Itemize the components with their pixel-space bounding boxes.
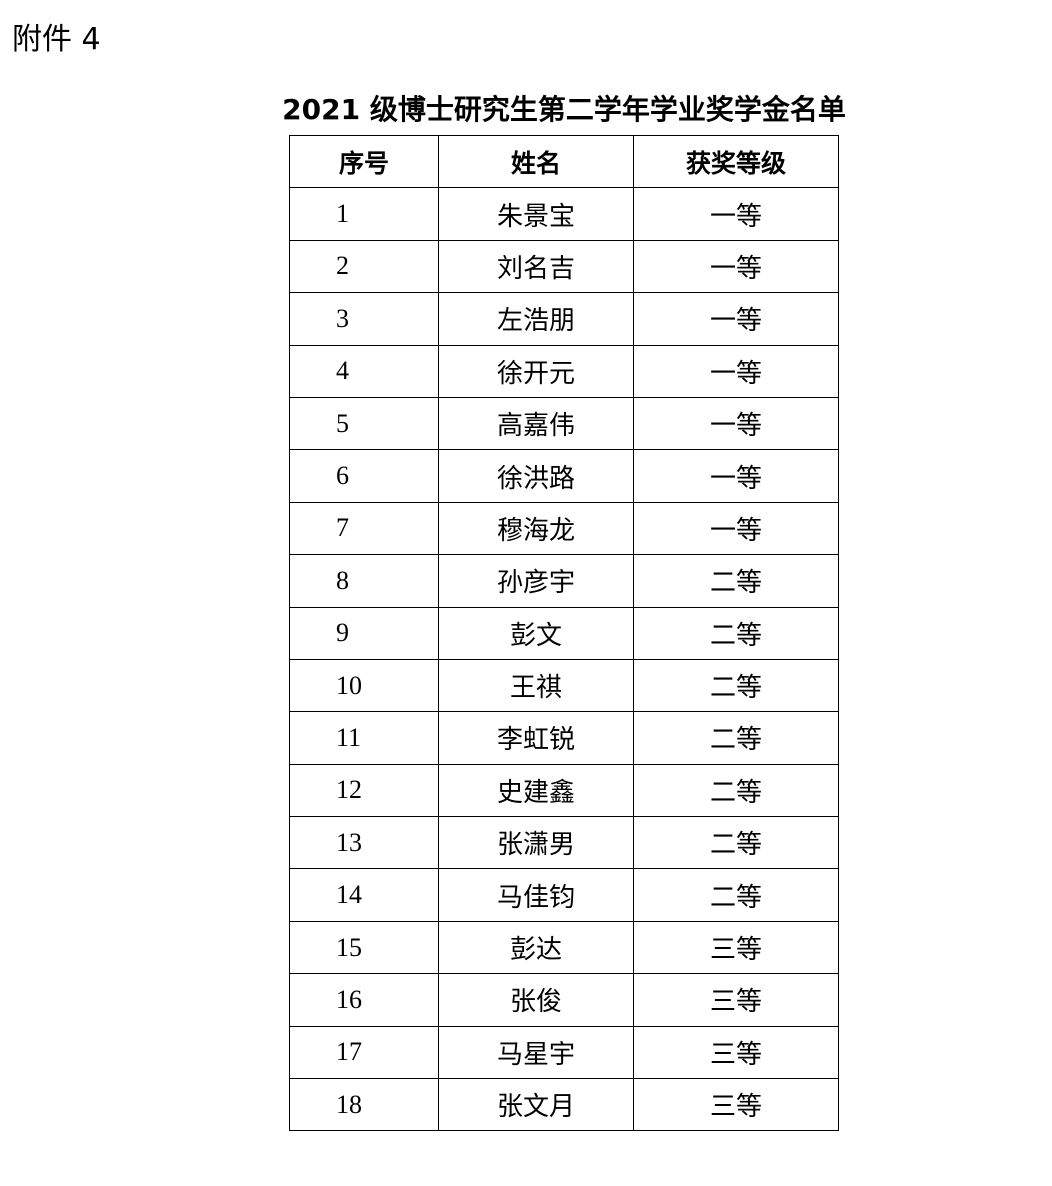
cell-index: 4 bbox=[289, 344, 439, 398]
attachment-label: 附件 4 bbox=[12, 22, 101, 57]
cell-index: 14 bbox=[289, 868, 439, 922]
table-row: 1 朱景宝 一等 bbox=[289, 187, 839, 241]
table-header-row: 序号 姓名 获奖等级 bbox=[289, 134, 839, 189]
cell-name: 徐洪路 bbox=[438, 449, 634, 503]
cell-name: 张俊 bbox=[438, 973, 634, 1027]
cell-index: 18 bbox=[289, 1078, 439, 1132]
cell-index: 15 bbox=[289, 920, 439, 975]
cell-index: 10 bbox=[289, 658, 439, 713]
cell-level: 二等 bbox=[633, 763, 839, 818]
scholarship-table: 序号 姓名 获奖等级 1 朱景宝 一等 2 刘名吉 一等 3 左浩朋 一等 4 徐开元 一等 5 高嘉伟一… bbox=[289, 134, 839, 1132]
cell-name: 朱景宝 bbox=[438, 187, 634, 241]
header-level: 获奖等级 bbox=[633, 134, 839, 189]
table-row: 17 马星宇 三等 bbox=[289, 1025, 839, 1080]
cell-level: 一等 bbox=[633, 396, 839, 451]
cell-name: 王祺 bbox=[438, 658, 634, 713]
cell-name: 徐开元 bbox=[438, 344, 634, 398]
table-row: 5 高嘉伟 一等 bbox=[289, 396, 839, 451]
cell-level: 一等 bbox=[633, 501, 839, 556]
page-title: 2021 级博士研究生第二学年学业奖学金名单 bbox=[282, 93, 846, 126]
cell-index: 6 bbox=[289, 449, 439, 503]
table-row: 12 史建鑫 二等 bbox=[289, 763, 839, 818]
table-row: 3 左浩朋 一等 bbox=[289, 292, 839, 346]
table-row: 15 彭达 三等 bbox=[289, 920, 839, 975]
table-row: 9 彭文 二等 bbox=[289, 606, 839, 660]
cell-name: 史建鑫 bbox=[438, 763, 634, 818]
table-row: 11 李虹锐 二等 bbox=[289, 711, 839, 765]
cell-index: 12 bbox=[289, 763, 439, 818]
cell-name: 高嘉伟 bbox=[438, 396, 634, 451]
cell-level: 二等 bbox=[633, 868, 839, 922]
cell-name: 张文月 bbox=[438, 1078, 634, 1132]
cell-index: 1 bbox=[289, 187, 439, 241]
cell-level: 二等 bbox=[633, 658, 839, 713]
table-row: 4 徐开元 一等 bbox=[289, 344, 839, 398]
cell-level: 二等 bbox=[633, 711, 839, 765]
cell-level: 三等 bbox=[633, 920, 839, 975]
table-row: 18 张文月 三等 bbox=[289, 1078, 839, 1132]
cell-index: 2 bbox=[289, 239, 439, 294]
cell-level: 一等 bbox=[633, 292, 839, 346]
cell-level: 二等 bbox=[633, 606, 839, 660]
table-row: 6 徐洪路 一等 bbox=[289, 449, 839, 503]
cell-level: 三等 bbox=[633, 1025, 839, 1080]
table-row: 10 王祺 二等 bbox=[289, 658, 839, 713]
cell-level: 二等 bbox=[633, 816, 839, 870]
table-row: 13 张潇男 二等 bbox=[289, 816, 839, 870]
cell-name: 李虹锐 bbox=[438, 711, 634, 765]
cell-name: 彭文 bbox=[438, 606, 634, 660]
cell-level: 二等 bbox=[633, 554, 839, 608]
cell-name: 左浩朋 bbox=[438, 292, 634, 346]
cell-index: 9 bbox=[289, 606, 439, 660]
cell-index: 13 bbox=[289, 816, 439, 870]
cell-name: 孙彦宇 bbox=[438, 554, 634, 608]
cell-name: 刘名吉 bbox=[438, 239, 634, 294]
cell-index: 3 bbox=[289, 292, 439, 346]
cell-level: 一等 bbox=[633, 449, 839, 503]
cell-level: 三等 bbox=[633, 1078, 839, 1132]
cell-index: 16 bbox=[289, 973, 439, 1027]
cell-index: 7 bbox=[289, 501, 439, 556]
cell-name: 马佳钧 bbox=[438, 868, 634, 922]
cell-level: 一等 bbox=[633, 344, 839, 398]
header-index: 序号 bbox=[289, 134, 439, 189]
cell-index: 17 bbox=[289, 1025, 439, 1080]
table-row: 2 刘名吉 一等 bbox=[289, 239, 839, 294]
cell-level: 一等 bbox=[633, 187, 839, 241]
cell-name: 张潇男 bbox=[438, 816, 634, 870]
header-name: 姓名 bbox=[438, 134, 634, 189]
cell-name: 马星宇 bbox=[438, 1025, 634, 1080]
cell-level: 一等 bbox=[633, 239, 839, 294]
cell-index: 8 bbox=[289, 554, 439, 608]
table-row: 8 孙彦宇 二等 bbox=[289, 554, 839, 608]
table-row: 14 马佳钧 二等 bbox=[289, 868, 839, 922]
cell-name: 彭达 bbox=[438, 920, 634, 975]
cell-name: 穆海龙 bbox=[438, 501, 634, 556]
cell-level: 三等 bbox=[633, 973, 839, 1027]
table-row: 7 穆海龙 一等 bbox=[289, 501, 839, 556]
cell-index: 5 bbox=[289, 396, 439, 451]
cell-index: 11 bbox=[289, 711, 439, 765]
table-row: 16 张俊 三等 bbox=[289, 973, 839, 1027]
